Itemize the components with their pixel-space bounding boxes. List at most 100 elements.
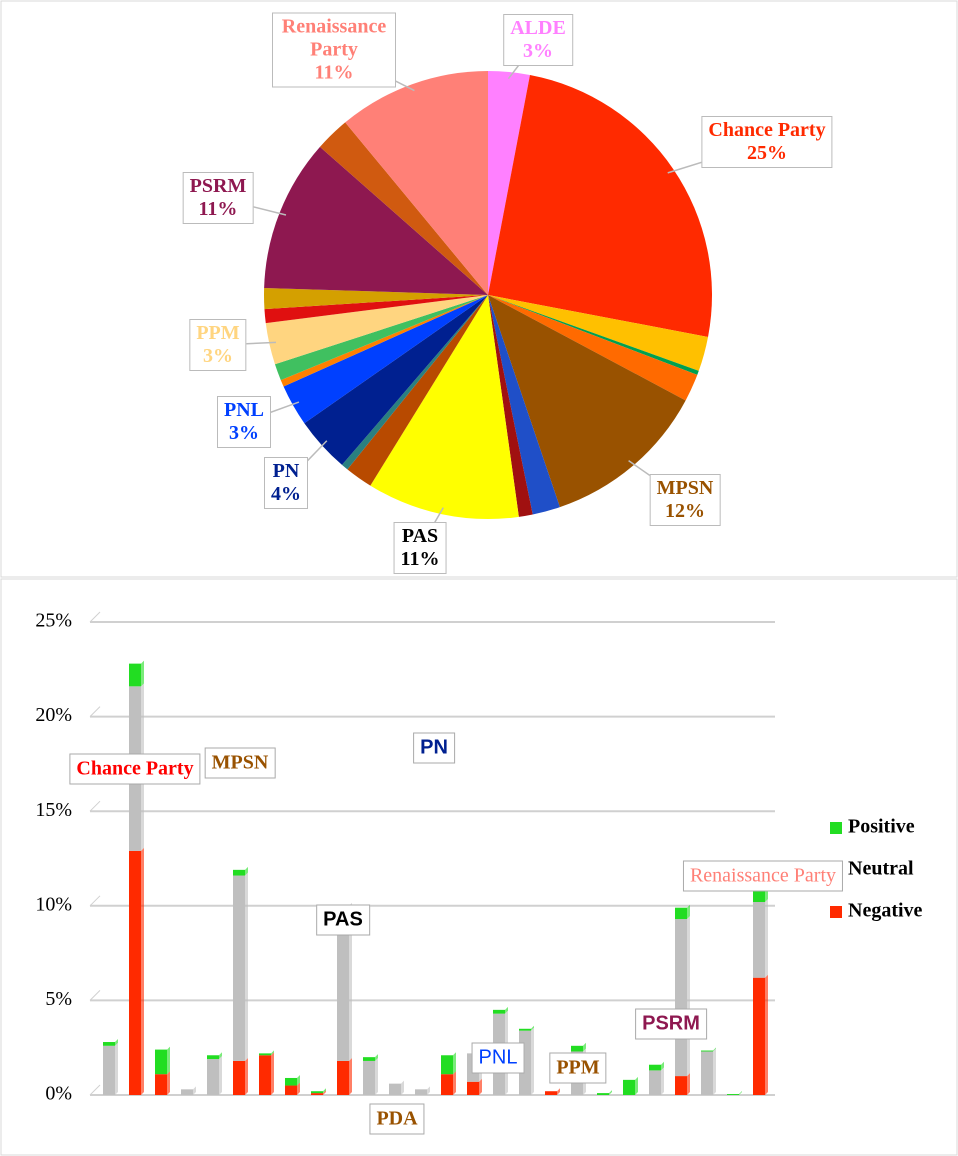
bar-segment [363,1060,375,1095]
bar-segment [259,1055,271,1095]
bar-segment [103,1042,115,1046]
bar-segment [675,907,687,920]
bar-segment-side [661,1067,664,1095]
bar-segment [129,663,141,687]
pie-label-name: Renaissance Party [281,15,387,61]
bar-segment-side [271,1050,274,1056]
bar-segment-side [765,899,768,978]
bar-segment-side [661,1061,664,1071]
y-tick-label: 5% [45,988,72,1010]
bar-segment [129,850,141,1095]
bar-segment-side [167,1071,170,1095]
grid-line-depth [89,706,101,717]
bar-segment-side [427,1086,430,1095]
bar-segment-side [167,1046,170,1075]
bar-segment [181,1089,193,1095]
bar-segment-side [271,1052,274,1095]
bar-segment-side [739,1091,742,1095]
bar-segment-side [245,1057,248,1095]
bar-segment [727,1094,739,1095]
pie-slice [488,295,560,515]
bar-segment [649,1070,661,1095]
bar-segment [649,1064,661,1071]
y-tick-label: 0% [45,1083,72,1105]
bar-segment [207,1059,219,1095]
bar-segment-side [583,1042,586,1052]
bar-segment [233,1060,245,1095]
bar-segment-side [635,1076,638,1095]
pie-label-value: 3% [229,422,259,444]
y-tick-label: 15% [35,799,72,821]
pie-slice [345,71,488,295]
bar-segment-side [349,1057,352,1095]
pie-label: ALDE 3% [503,14,573,66]
pie-label-name: Chance Party [708,119,826,141]
pie-label-name: PN [272,460,300,482]
pie-label-name: ALDE [510,17,566,39]
bar-segment-side [713,1047,716,1052]
annotation: PSRM [635,1008,707,1040]
bar-segment-side [115,1042,118,1095]
bar-segment [675,919,687,1077]
bar-segment [155,1049,167,1075]
bar-segment [545,1091,557,1095]
legend-label: Neutral [848,858,914,880]
grid-line-depth [89,611,101,623]
pie-label: PPM 3% [189,319,247,371]
grid-line-depth [89,990,101,1001]
pie-slice [319,122,488,296]
pie-slice [304,295,488,465]
pie-label-value: 4% [271,483,301,505]
pie-slice [488,295,709,371]
pie-label: Chance Party 25% [701,116,833,168]
bar-segment-side [453,1071,456,1095]
pie-label-value: 25% [746,142,787,164]
pie-label: Renaissance Party 11% [272,12,396,88]
bar-segment [285,1085,297,1095]
grid-line-depth [89,1084,101,1096]
bar-segment [337,1060,349,1095]
bar-segment-side [713,1048,716,1095]
bar-segment [259,1053,271,1056]
pie-slice [274,295,488,381]
pie-slice [265,295,488,365]
annotation: Chance Party [69,753,201,785]
legend-swatch [830,906,842,918]
pie-label-value: 11% [400,548,440,570]
pie-label-value: 3% [522,40,553,62]
bar-segment-side [401,1080,404,1095]
legend-label: Negative [848,900,923,922]
bar-segment-side [297,1074,300,1086]
pie-label-name: PSRM [189,175,247,197]
pie-label-name: PNL [224,399,264,421]
pie-label-value: 11% [314,61,354,84]
bar-segment-side [349,902,352,1061]
pie-label-name: PPM [196,322,240,344]
pie-slice [488,74,712,337]
annotation: PPM [549,1052,607,1084]
bar-segment-side [141,660,144,687]
pie-slice [264,287,488,310]
bar-segment [597,1093,609,1095]
bar-segment-side [297,1082,300,1095]
bar-segment [311,1091,323,1094]
pie-label: PAS 11% [393,522,447,574]
bar-segment [415,1089,427,1095]
bar-segment-side [687,1073,690,1095]
annotation: PAS [316,904,370,936]
grid-line-depth [89,895,101,907]
pie-slice [347,295,488,486]
y-tick-label: 25% [35,610,72,632]
bar-segment [233,869,245,876]
bar-segment [311,1093,323,1095]
bar-segment [753,977,765,1095]
bar-segment [233,875,245,1061]
pie-label: MPSN 12% [649,474,721,526]
bar-segment [337,905,349,1061]
pie-label-name: MPSN [656,477,714,499]
grid-line-depth [89,800,101,812]
pie-slice [488,295,699,375]
bar-segment [675,1076,687,1095]
